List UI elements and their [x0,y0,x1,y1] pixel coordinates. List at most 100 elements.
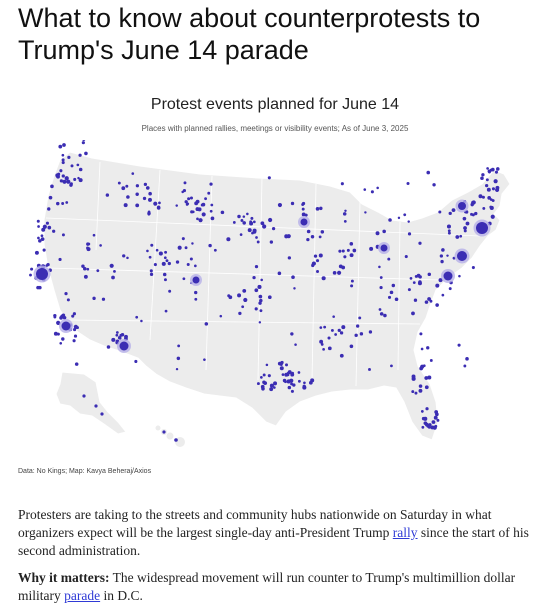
event-dot [249,220,253,224]
event-dot [424,385,429,390]
event-dot [254,264,259,269]
event-dot [126,256,129,260]
event-dot [184,246,188,250]
event-dot [186,262,190,266]
event-dot [391,283,396,288]
event-dot [61,233,65,237]
event-dot [267,176,271,180]
event-dot [181,237,185,241]
event-dot [34,250,39,255]
event-dot [418,275,422,279]
p1-text-before: Protesters are taking to the streets and… [18,507,492,540]
event-dot [481,173,485,177]
event-dot [341,325,346,330]
event-dot [486,167,489,170]
event-dot [239,233,243,236]
event-dot [436,418,440,422]
event-dot [379,312,384,316]
event-dot [319,326,323,329]
event-dot [48,195,53,200]
event-dot [64,292,68,296]
event-dot [306,229,311,234]
hawaii-island [166,432,174,440]
event-dot [38,239,42,243]
event-dot [321,276,326,281]
event-dot [195,199,200,204]
event-dot [342,212,347,216]
event-dot [86,267,90,271]
event-dot [204,322,209,326]
event-dot [431,420,435,424]
event-dot [182,277,186,281]
event-dot [175,204,178,207]
event-dot [474,211,478,216]
event-dot [447,231,451,235]
event-dot [78,178,83,183]
event-dot [238,311,242,316]
event-dot [59,169,63,173]
event-dot [281,373,285,376]
event-dot [195,207,200,212]
state-border-line [149,169,161,341]
event-dot [86,242,90,246]
event-dot [256,240,260,244]
event-dot [117,181,121,185]
event-dot [433,415,438,420]
event-dot [135,203,140,208]
event-dot [135,315,139,319]
event-dot [140,319,143,323]
event-dot [279,362,283,366]
event-dot [418,384,423,388]
event-dot [29,273,32,277]
rally-link[interactable]: rally [392,525,418,540]
event-dot [409,277,413,280]
event-dot [316,269,320,273]
event-dot [258,294,263,299]
event-dot [350,279,354,283]
event-dot [92,296,96,301]
event-dot [176,356,181,361]
event-dot [242,215,246,218]
event-dot [407,232,412,236]
event-dot [113,269,116,273]
event-dot [427,375,432,380]
event-dot [356,324,360,328]
event-dot [111,275,115,280]
event-dot [165,259,169,263]
event-dot [117,335,122,340]
state-borders [45,161,481,387]
event-dot [131,172,135,175]
event-dot [427,297,431,301]
parade-link[interactable]: parade [64,588,101,603]
event-dot [277,271,282,276]
event-dot [145,186,150,190]
event-dot [153,263,157,267]
event-dot [318,235,322,239]
event-dot [66,298,70,302]
event-dot [332,271,337,275]
event-dot [161,261,166,266]
event-dot [378,265,381,269]
event-dot [320,230,325,234]
event-dot [343,255,347,259]
event-dot [174,438,178,442]
body-paragraph-2: Why it matters: The widespread movement … [18,569,538,605]
event-dot [149,272,154,277]
event-dot [243,297,248,303]
event-dot [446,254,449,257]
event-dot [99,244,102,247]
p2-text-after: in D.C. [100,588,143,603]
event-dot [242,221,246,225]
event-dot [451,208,456,213]
event-dot [297,379,301,383]
event-dot [379,285,383,290]
event-dot [30,267,34,271]
event-dot [457,343,461,347]
event-dot [300,218,308,226]
event-dot [440,259,444,264]
event-dot [124,334,128,339]
event-dot [311,263,315,268]
state-border-line [397,221,401,371]
event-dot [417,281,422,286]
event-dot [213,248,217,252]
